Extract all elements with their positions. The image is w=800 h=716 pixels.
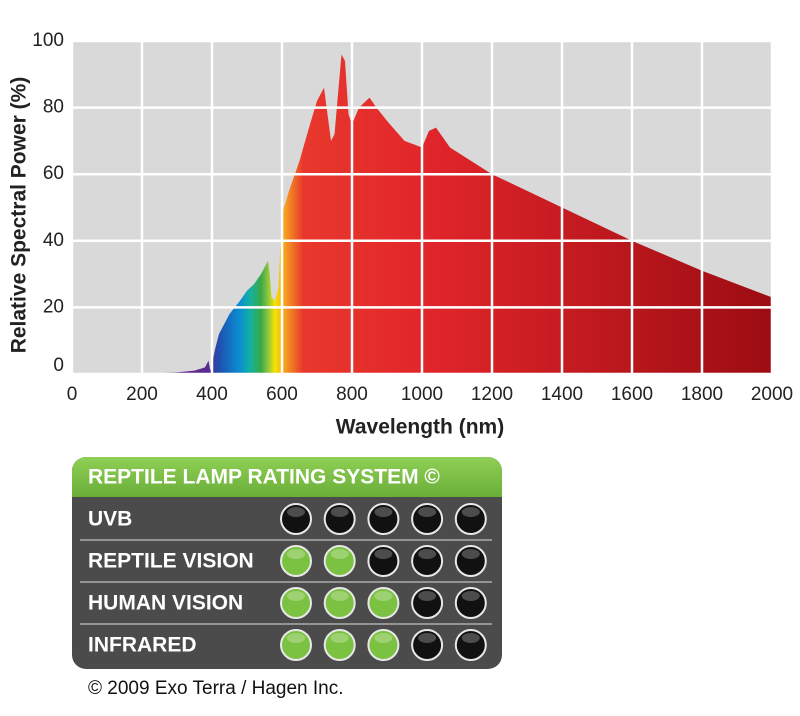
- x-tick-label: 400: [196, 384, 228, 405]
- y-tick-label: 60: [43, 163, 64, 184]
- footer: © 2009 Exo Terra / Hagen Inc.: [88, 678, 344, 699]
- x-tick-label: 600: [266, 384, 298, 405]
- dot-shine: [418, 633, 437, 643]
- rating-dot-off: [323, 503, 356, 535]
- x-tick-label: 1800: [681, 384, 723, 405]
- dot-shine: [461, 633, 480, 643]
- table-header: [72, 457, 502, 497]
- row-label: INFRARED: [88, 634, 197, 657]
- y-tick-label: 40: [43, 230, 64, 251]
- rating-dot-off: [411, 587, 444, 619]
- x-tick-label: 200: [126, 384, 158, 405]
- dot-shine: [461, 507, 480, 517]
- row-label: REPTILE VISION: [88, 550, 254, 573]
- rating-dot-off: [367, 545, 400, 577]
- y-tick-label: 80: [43, 97, 64, 118]
- rating-dot-on: [323, 629, 356, 661]
- rating-dot-on: [280, 545, 312, 577]
- rating-dot-off: [280, 503, 312, 535]
- dot-shine: [330, 633, 349, 643]
- rating-dot-on: [323, 545, 356, 577]
- rating-dot-off: [367, 503, 400, 535]
- dot-shine: [418, 507, 437, 517]
- x-tick-label: 1400: [541, 384, 583, 405]
- row-label: HUMAN VISION: [88, 592, 243, 615]
- rating-dot-on: [280, 629, 312, 661]
- x-tick-label: 2000: [751, 384, 793, 405]
- dot-shine: [374, 633, 393, 643]
- dot-shine: [330, 549, 349, 559]
- x-tick-label: 1600: [611, 384, 653, 405]
- spectrum-area: [142, 54, 772, 374]
- dot-shine: [287, 507, 305, 517]
- x-tick-label: 1200: [471, 384, 513, 405]
- dot-shine: [287, 549, 305, 559]
- row-label: UVB: [88, 508, 132, 531]
- rating-dot-off: [411, 629, 444, 661]
- dot-shine: [418, 591, 437, 601]
- rating-dot-off: [454, 503, 487, 535]
- dot-shine: [374, 591, 393, 601]
- rating-dot-on: [323, 587, 356, 619]
- rating-dot-off: [454, 545, 487, 577]
- y-tick-label: 0: [53, 355, 64, 376]
- rating-dot-off: [411, 503, 444, 535]
- dot-shine: [374, 507, 393, 517]
- y-tick-label: 100: [32, 30, 64, 51]
- dot-shine: [330, 507, 349, 517]
- rating-dot-off: [411, 545, 444, 577]
- dot-shine: [287, 633, 305, 643]
- y-tick-label: 20: [43, 296, 64, 317]
- rating-dot-on: [280, 587, 312, 619]
- table-title: REPTILE LAMP RATING SYSTEM ©: [88, 466, 440, 489]
- y-axis-title: Relative Spectral Power (%): [8, 77, 31, 354]
- dot-shine: [418, 549, 437, 559]
- dot-shine: [461, 549, 480, 559]
- x-tick-label: 0: [67, 384, 78, 405]
- rating-dot-on: [367, 587, 400, 619]
- dot-shine: [287, 591, 305, 601]
- dot-shine: [330, 591, 349, 601]
- rating-dot-on: [367, 629, 400, 661]
- rating-dot-off: [454, 587, 487, 619]
- dot-shine: [461, 591, 480, 601]
- rating-dot-off: [454, 629, 487, 661]
- dot-shine: [374, 549, 393, 559]
- x-tick-label: 1000: [401, 384, 443, 405]
- x-axis-title: Wavelength (nm): [336, 416, 504, 439]
- x-tick-label: 800: [336, 384, 368, 405]
